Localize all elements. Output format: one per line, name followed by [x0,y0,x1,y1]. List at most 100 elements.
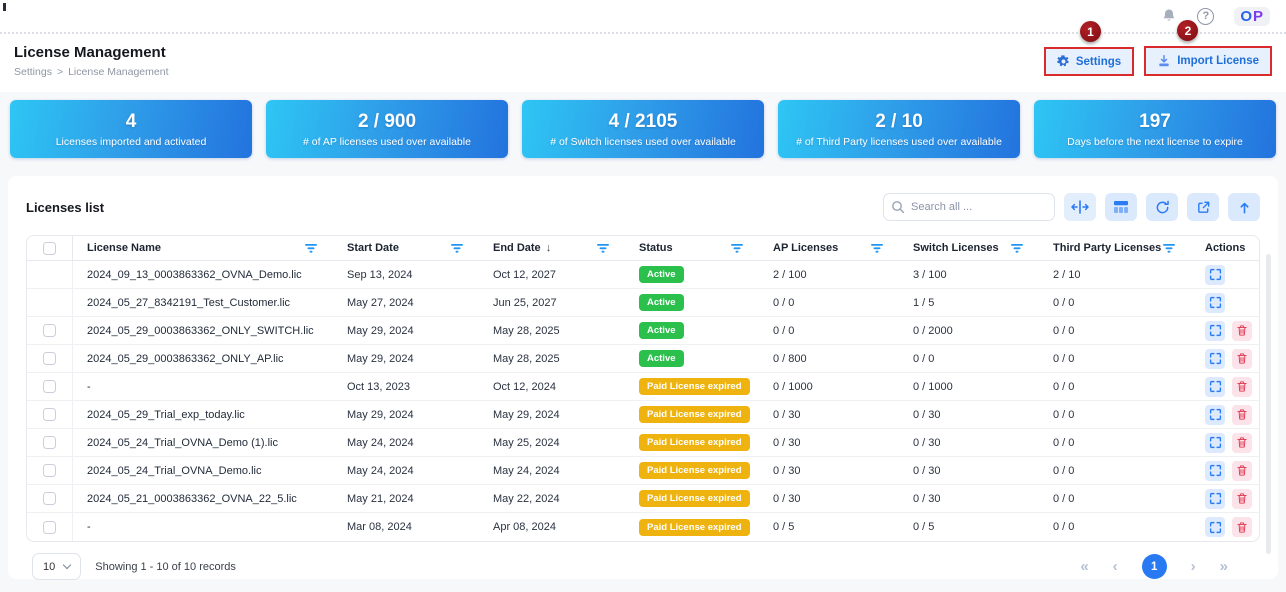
stat-label: # of Switch licenses used over available [550,135,736,148]
stat-label: Licenses imported and activated [55,135,207,148]
help-icon[interactable]: ? [1197,7,1215,25]
expand-details-button[interactable] [1205,348,1225,369]
open-external-button[interactable] [1187,193,1219,221]
ap-licenses-cell: 0 / 1000 [773,380,813,393]
filter-icon[interactable] [451,243,463,253]
ap-licenses-cell: 0 / 0 [773,324,795,337]
export-button[interactable] [1228,193,1260,221]
status-badge: Paid License expired [639,378,750,395]
last-page-button[interactable]: » [1219,558,1228,575]
bell-icon[interactable] [1161,8,1177,24]
expand-details-button[interactable] [1205,517,1225,537]
stat-cards: 4 Licenses imported and activated 2 / 90… [0,92,1286,166]
row-checkbox[interactable] [43,492,56,505]
next-page-button[interactable]: › [1190,558,1196,575]
third-party-licenses-cell: 0 / 0 [1053,296,1075,309]
expand-columns-button[interactable] [1064,193,1096,221]
row-checkbox[interactable] [43,408,56,421]
stat-value: 4 [125,110,137,132]
expand-details-button[interactable] [1205,264,1225,285]
filter-icon[interactable] [597,243,609,253]
row-checkbox[interactable] [43,352,56,365]
current-page-button[interactable]: 1 [1141,554,1167,579]
delete-button[interactable] [1232,517,1252,537]
delete-button[interactable] [1232,348,1252,369]
stat-value: 4 / 2105 [608,110,678,132]
stat-value: 2 / 10 [875,110,923,132]
filter-icon[interactable] [1163,243,1175,253]
expand-details-button[interactable] [1205,292,1225,313]
delete-button[interactable] [1232,432,1252,453]
trash-icon [1236,380,1248,393]
switch-licenses-cell: 0 / 30 [913,464,941,477]
vertical-scrollbar[interactable] [1266,254,1271,554]
delete-button[interactable] [1232,320,1252,341]
col-third-party-licenses[interactable]: Third Party Licenses [1039,242,1191,254]
prev-page-button[interactable]: ‹ [1112,558,1118,575]
table-row[interactable]: - Mar 08, 2024 Apr 08, 2024 Paid License… [27,513,1259,541]
switch-licenses-cell: 0 / 5 [913,521,935,533]
status-badge: Active [639,266,684,283]
ap-licenses-cell: 2 / 100 [773,268,807,281]
row-checkbox[interactable] [43,380,56,393]
expand-details-button[interactable] [1205,404,1225,425]
col-label: Status [639,242,673,254]
settings-button[interactable]: Settings [1043,47,1135,76]
table-header-row: License Name Start Date End Date ↓ Statu… [27,236,1259,261]
col-status[interactable]: Status [625,242,759,254]
start-date-cell: May 21, 2024 [347,492,414,505]
filter-icon[interactable] [871,243,883,253]
license-name-cell: 2024_05_29_0003863362_ONLY_AP.lic [87,352,284,365]
third-party-licenses-cell: 0 / 0 [1053,352,1075,365]
col-ap-licenses[interactable]: AP Licenses [759,242,899,254]
delete-button[interactable] [1232,404,1252,425]
select-all-checkbox[interactable] [43,241,56,255]
table-row[interactable]: 2024_09_13_0003863362_OVNA_Demo.lic Sep … [27,261,1259,289]
delete-button[interactable] [1232,460,1252,481]
table-row[interactable]: 2024_05_29_Trial_exp_today.lic May 29, 2… [27,401,1259,429]
licenses-panel: Licenses list [8,176,1278,580]
table-row[interactable]: 2024_05_29_0003863362_ONLY_SWITCH.lic Ma… [27,317,1259,345]
third-party-licenses-cell: 0 / 0 [1053,408,1075,421]
external-link-icon [1196,200,1211,215]
import-license-button[interactable]: Import License [1144,46,1272,76]
table-row[interactable]: 2024_05_27_8342191_Test_Customer.lic May… [27,289,1259,317]
sort-desc-icon[interactable]: ↓ [545,242,552,254]
expand-details-button[interactable] [1205,432,1225,453]
table-row[interactable]: 2024_05_24_Trial_OVNA_Demo.lic May 24, 2… [27,457,1259,485]
col-start-date[interactable]: Start Date [333,242,479,254]
row-checkbox[interactable] [43,436,56,449]
page-size-select[interactable]: 10 [32,553,82,580]
expand-details-button[interactable] [1205,460,1225,481]
table-row[interactable]: 2024_05_29_0003863362_ONLY_AP.lic May 29… [27,345,1259,373]
col-label: Third Party Licenses [1053,242,1162,254]
ap-licenses-cell: 0 / 5 [773,521,795,533]
table-row[interactable]: - Oct 13, 2023 Oct 12, 2024 Paid License… [27,373,1259,401]
breadcrumb-settings[interactable]: Settings [14,66,52,78]
col-switch-licenses[interactable]: Switch Licenses [899,242,1039,254]
table-row[interactable]: 2024_05_24_Trial_OVNA_Demo (1).lic May 2… [27,429,1259,457]
col-license-name[interactable]: License Name [73,242,333,254]
switch-licenses-cell: 1 / 5 [913,296,935,309]
row-checkbox[interactable] [43,520,56,534]
first-page-button[interactable]: « [1080,558,1089,575]
breadcrumb-current: License Management [68,66,169,78]
expand-details-button[interactable] [1205,376,1225,397]
switch-licenses-cell: 0 / 30 [913,408,941,421]
licenses-table: License Name Start Date End Date ↓ Statu… [26,235,1260,542]
expand-details-button[interactable] [1205,320,1225,341]
expand-details-button[interactable] [1205,488,1225,509]
col-end-date[interactable]: End Date ↓ [479,242,625,254]
filter-icon[interactable] [1011,243,1023,253]
refresh-button[interactable] [1146,193,1178,221]
columns-button[interactable] [1105,193,1137,221]
row-checkbox[interactable] [43,324,56,337]
search-input[interactable] [883,193,1055,221]
row-checkbox[interactable] [43,464,56,477]
filter-icon[interactable] [731,243,743,253]
table-row[interactable]: 2024_05_21_0003863362_OVNA_22_5.lic May … [27,485,1259,513]
filter-icon[interactable] [305,243,317,253]
user-avatar[interactable]: O P [1234,6,1270,26]
delete-button[interactable] [1232,488,1252,509]
delete-button[interactable] [1232,376,1252,397]
